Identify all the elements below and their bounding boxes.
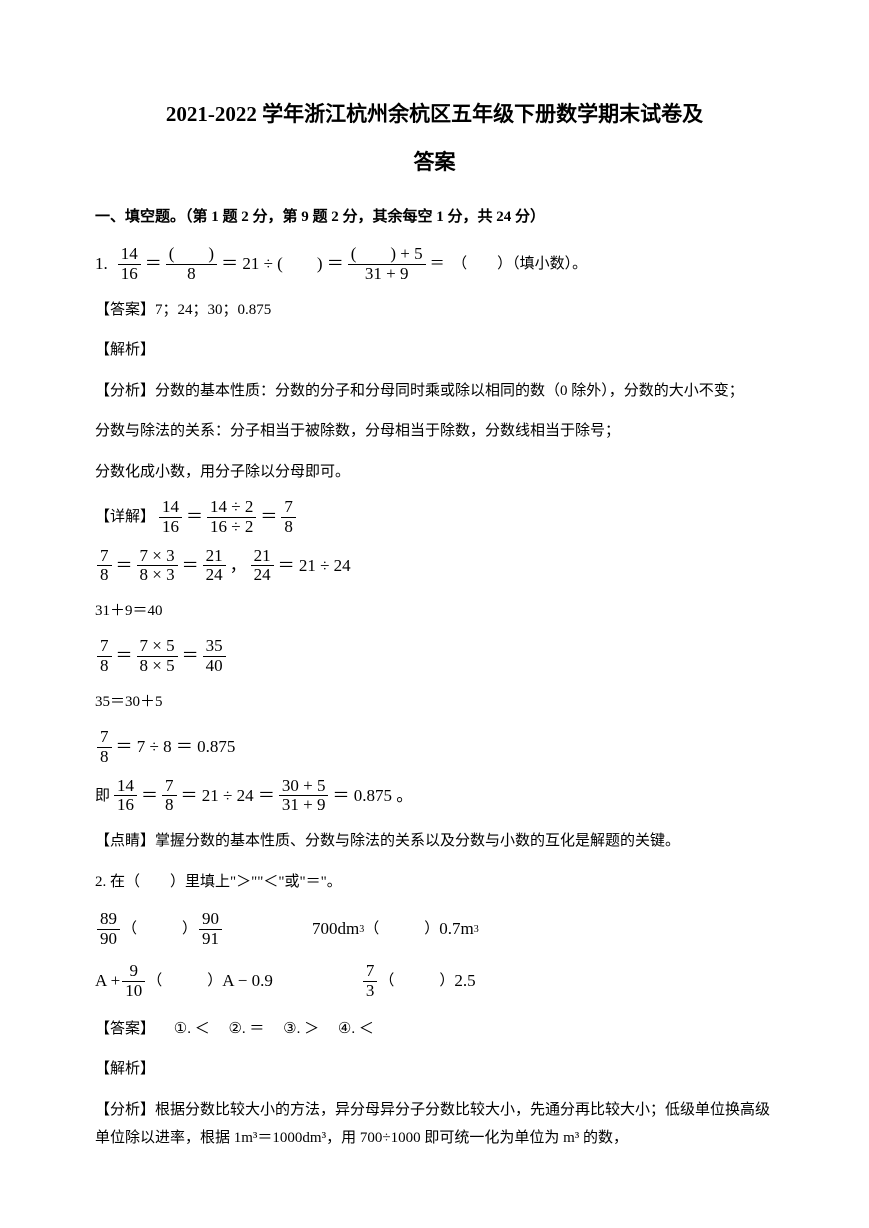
q2-stem: 2. 在（ ）里填上"＞""＜"或"＝"。 xyxy=(95,868,774,897)
step6: 78 ＝ 7 ÷ 8 ＝ 0.875 xyxy=(95,728,774,766)
frac-blank: ( )8 xyxy=(166,245,217,283)
fenxi1-p2: 分数与除法的关系：分子相当于被除数，分母相当于除数，分数线相当于除号； xyxy=(95,417,774,446)
step5: 35＝30＋5 xyxy=(95,688,774,717)
jiexi2-label: 【解析】 xyxy=(95,1055,774,1084)
dianqing: 【点睛】掌握分数的基本性质、分数与除法的关系以及分数与小数的互化是解题的关键。 xyxy=(95,827,774,856)
answer1: 【答案】7；24；30；0.875 xyxy=(95,296,774,325)
q2-row1: 8990 （ ） 9091 700dm3 （ ） 0.7m3 xyxy=(95,910,774,948)
answer2: 【答案】 ①. ＜ ②. ＝ ③. ＞ ④. ＜ xyxy=(95,1015,774,1044)
xiangjie-label: 【详解】 xyxy=(95,503,155,532)
expr: ＝ 21 ÷ ( ) ＝ xyxy=(221,248,344,280)
equals: ＝ xyxy=(145,248,162,280)
section-heading: 一、填空题。（第 1 题 2 分，第 9 题 2 分，其余每空 1 分，共 24… xyxy=(95,203,774,232)
step2: 78 ＝ 7 × 38 × 3 ＝ 2124 ， 2124 ＝ 21 ÷ 24 xyxy=(95,547,774,585)
q1-equation: 1. 1416 ＝ ( )8 ＝ 21 ÷ ( ) ＝ ( ) + 531 + … xyxy=(95,245,774,283)
q2-row2: A + 910 （ ） A − 0.9 73 （ ） 2.5 xyxy=(95,962,774,1000)
step4: 78 ＝ 7 × 58 × 5 ＝ 3540 xyxy=(95,637,774,675)
q1-tail: ＝ （ ）（填小数）。 xyxy=(430,250,588,279)
jiexi-label: 【解析】 xyxy=(95,336,774,365)
step1: 【详解】 1416 ＝ 14 ÷ 216 ÷ 2 ＝ 78 xyxy=(95,498,774,536)
fenxi1-p1: 【分析】分数的基本性质：分数的分子和分母同时乘或除以相同的数（0 除外），分数的… xyxy=(95,377,774,406)
fenxi2: 【分析】根据分数比较大小的方法，异分母异分子分数比较大小，先通分再比较大小；低级… xyxy=(95,1096,774,1153)
frac-blank: ( ) + 531 + 9 xyxy=(348,245,426,283)
page-title-line1: 2021-2022 学年浙江杭州余杭区五年级下册数学期末试卷及 xyxy=(95,95,774,135)
step7: 即 1416 ＝ 78 ＝ 21 ÷ 24 ＝ 30 + 531 + 9 ＝ 0… xyxy=(95,777,774,815)
page-title-line2: 答案 xyxy=(95,143,774,183)
frac: 1416 xyxy=(118,245,141,283)
fenxi1-p3: 分数化成小数，用分子除以分母即可。 xyxy=(95,458,774,487)
step3: 31＋9＝40 xyxy=(95,597,774,626)
q1-number: 1. xyxy=(95,248,108,280)
